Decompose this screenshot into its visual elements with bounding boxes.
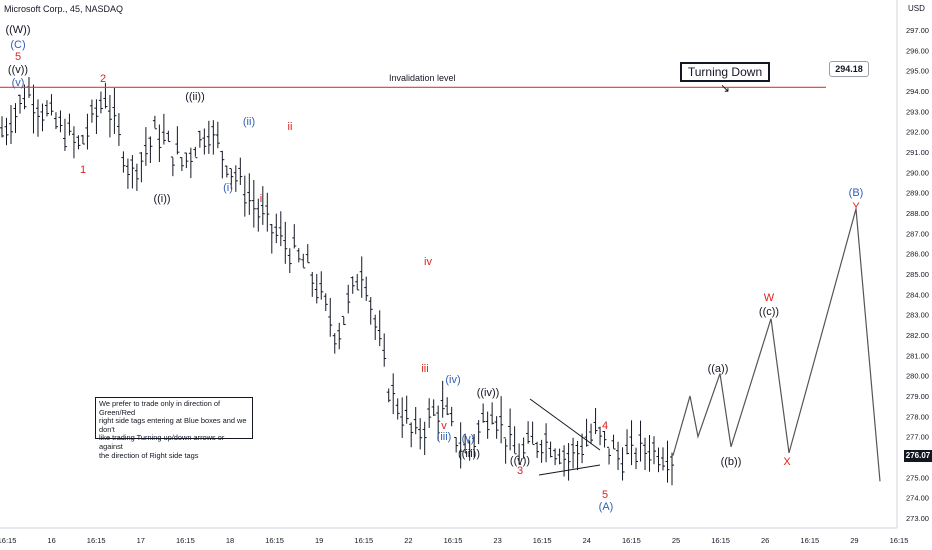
price-tick-label: 279.00 <box>906 392 929 401</box>
wave-label: 5 <box>602 489 608 501</box>
time-tick-label: 16:15 <box>890 536 909 545</box>
time-tick-label: 24 <box>583 536 591 545</box>
time-tick-label: 16:15 <box>176 536 195 545</box>
time-tick-label: 16:15 <box>87 536 106 545</box>
triangle-lower-line <box>538 464 601 476</box>
price-tick-label: 288.00 <box>906 209 929 218</box>
price-tick-label: 297.00 <box>906 26 929 35</box>
wave-label: (ii) <box>243 116 255 128</box>
time-tick-label: 16:15 <box>622 536 641 545</box>
wave-label: ((iv)) <box>477 387 500 399</box>
price-tick-label: 289.00 <box>906 189 929 198</box>
current-price-label: 276.07 <box>904 450 932 462</box>
wave-label: iv <box>424 256 432 268</box>
wave-label: (C) <box>10 39 25 51</box>
wave-label: (A) <box>599 501 614 513</box>
wave-label: (i) <box>223 182 233 194</box>
time-tick-label: 18 <box>226 536 234 545</box>
wave-label: (iv) <box>445 374 460 386</box>
invalidation-label: Invalidation level <box>389 73 456 83</box>
time-tick-label: 22 <box>404 536 412 545</box>
price-tick-label: 295.00 <box>906 67 929 76</box>
wave-label: iii <box>421 363 428 375</box>
price-tick-label: 286.00 <box>906 250 929 259</box>
price-tick-label: 291.00 <box>906 148 929 157</box>
time-tick-label: 19 <box>315 536 323 545</box>
price-tick-label: 293.00 <box>906 107 929 116</box>
price-tick-label: 274.00 <box>906 494 929 503</box>
wave-labels: ((W))(C)5((v))(v)12((i))((ii))(i)(ii)iii… <box>5 24 863 513</box>
currency-label: USD <box>908 4 925 13</box>
wave-label: 4 <box>602 420 608 432</box>
triangle-upper-line <box>529 398 601 451</box>
price-tick-label: 278.00 <box>906 412 929 421</box>
price-tick-label: 292.00 <box>906 128 929 137</box>
price-tick-label: 282.00 <box>906 331 929 340</box>
price-tick-label: 296.00 <box>906 46 929 55</box>
price-bars <box>0 77 674 486</box>
wave-label: ((b)) <box>721 456 742 468</box>
wave-label: (B) <box>849 187 864 199</box>
wave-label: 2 <box>100 73 106 85</box>
time-tick-label: 16:15 <box>444 536 463 545</box>
projection-path <box>672 208 881 482</box>
price-tick-label: 273.00 <box>906 514 929 523</box>
price-tick-label: 280.00 <box>906 372 929 381</box>
price-tick-label: 287.00 <box>906 229 929 238</box>
price-tick-label: 283.00 <box>906 311 929 320</box>
wave-label: ((iii)) <box>458 448 480 460</box>
price-tick-label: 275.00 <box>906 473 929 482</box>
time-tick-label: 16:15 <box>265 536 284 545</box>
time-tick-label: 16:15 <box>711 536 730 545</box>
time-tick-label: 26 <box>761 536 769 545</box>
wave-label: (v) <box>462 433 475 445</box>
time-tick-label: 29 <box>850 536 858 545</box>
wave-label: 1 <box>80 164 86 176</box>
wave-label: ((i)) <box>153 193 170 205</box>
time-tick-label: 16:15 <box>533 536 552 545</box>
wave-label: X <box>783 456 791 468</box>
time-tick-label: 25 <box>672 536 680 545</box>
wave-label: 3 <box>517 465 523 477</box>
wave-label: W <box>764 292 775 304</box>
triangle-pattern <box>529 398 601 476</box>
time-tick-label: 23 <box>493 536 501 545</box>
turning-down-box: Turning Down ↘ <box>680 62 770 95</box>
price-tick-label: 294.00 <box>906 87 929 96</box>
invalidation-price-callout: 294.18 <box>829 61 869 77</box>
time-tick-label: 16:15 <box>800 536 819 545</box>
chart-title: Microsoft Corp., 45, NASDAQ <box>4 4 124 14</box>
wave-label: (iii) <box>437 431 452 443</box>
price-axis[interactable]: 297.00 296.00 295.00 294.00 293.00 292.00 291.… <box>906 26 929 523</box>
time-axis[interactable]: 16:15 16 16:15 17 16:15 18 16:15 19 16:15 22 16:15… <box>0 536 908 545</box>
price-tick-label: 284.00 <box>906 290 929 299</box>
time-tick-label: 16:15 <box>354 536 373 545</box>
wave-label: ((ii)) <box>185 91 205 103</box>
wave-label: ((v)) <box>510 455 530 467</box>
time-tick-label: 16:15 <box>0 536 16 545</box>
wave-label: Y <box>852 201 860 213</box>
wave-label: (v) <box>12 77 25 89</box>
price-tick-label: 285.00 <box>906 270 929 279</box>
time-tick-label: 16 <box>47 536 55 545</box>
wave-label: ((c)) <box>759 306 779 318</box>
price-tick-label: 281.00 <box>906 351 929 360</box>
wave-label: ((v)) <box>8 64 28 76</box>
disclaimer-box: We prefer to trade only in direction of … <box>95 397 253 459</box>
time-tick-label: 17 <box>137 536 145 545</box>
price-tick-label: 290.00 <box>906 168 929 177</box>
wave-label: ((W)) <box>5 24 30 36</box>
wave-label: ii <box>288 121 293 133</box>
wave-label: v <box>441 420 447 432</box>
wave-label: ((a)) <box>708 363 729 375</box>
wave-label: 5 <box>15 51 21 63</box>
price-tick-label: 277.00 <box>906 433 929 442</box>
wave-label: i <box>260 193 262 205</box>
